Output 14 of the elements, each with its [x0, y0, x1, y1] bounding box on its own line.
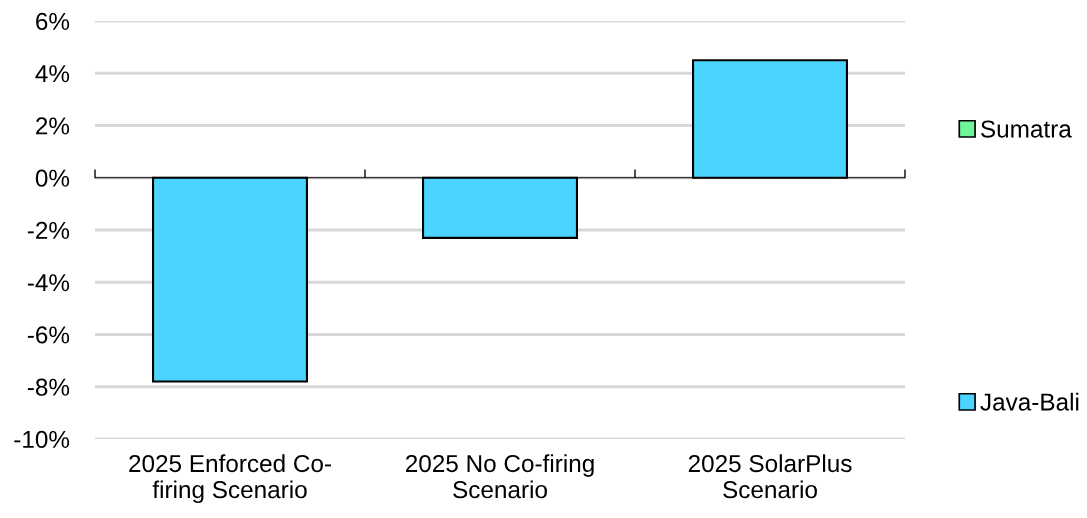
y-tick-label: -2%	[27, 221, 70, 239]
x-tick-label: 2025 SolarPlus Scenario	[688, 454, 852, 499]
y-tick-label: -6%	[27, 326, 70, 344]
x-tick-label: 2025 No Co-firing Scenario	[405, 454, 594, 499]
x-tick-label: 2025 Enforced Co- firing Scenario	[129, 454, 331, 504]
legend-label: Java-Bali	[980, 392, 1079, 411]
y-tick-label: 6%	[36, 12, 70, 31]
y-tick-label: 0%	[35, 169, 70, 187]
y-tick-label: 2%	[36, 117, 70, 135]
y-tick-label: -8%	[27, 378, 70, 396]
y-tick-label: 4%	[35, 65, 70, 83]
legend-label: Sumatra	[981, 120, 1072, 138]
y-tick-label: -4%	[27, 274, 70, 292]
y-tick-label: -10%	[14, 430, 70, 449]
